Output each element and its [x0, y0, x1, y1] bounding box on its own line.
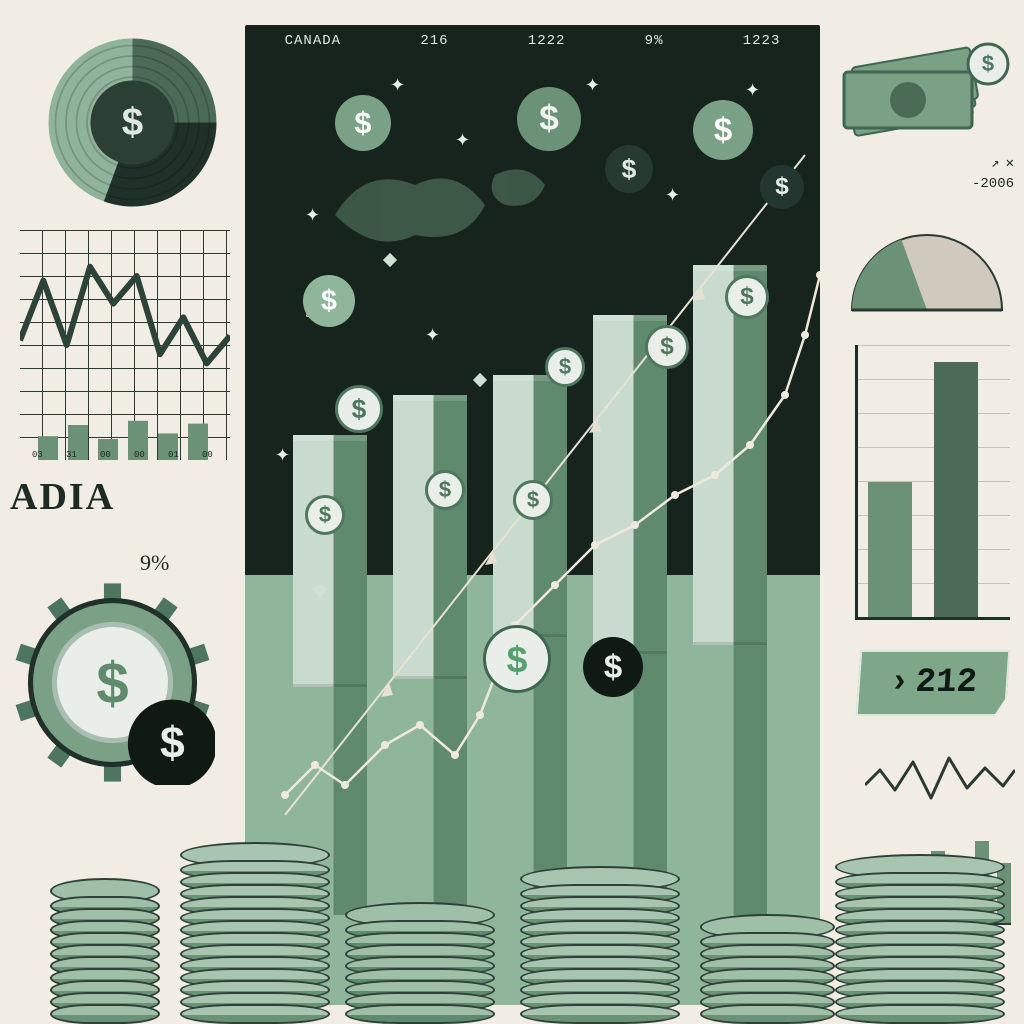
coin-stack [700, 928, 835, 1024]
mini-legend: ↗ ✕ -2006 [972, 155, 1014, 192]
svg-text:00: 00 [134, 450, 145, 460]
sparkle-icon: ✦ [665, 185, 680, 206]
pillar-bar [593, 315, 667, 915]
cash-stack-icon: $ [840, 30, 1010, 140]
sparkle-icon: ✦ [425, 325, 440, 346]
coin-stack [520, 880, 680, 1024]
top-labels-row: CANADA 216 1222 9% 1223 [245, 33, 820, 49]
semi-donut-chart [842, 215, 1012, 315]
sparkle-icon: ✦ [305, 205, 320, 226]
dollar-coin-icon: $ [583, 637, 643, 697]
dollar-coin-icon: $ [693, 100, 753, 160]
coin-stack [180, 856, 330, 1024]
badge-value: 212 [914, 664, 978, 702]
dollar-coin-icon: $ [483, 625, 551, 693]
dollar-coin-icon: $ [335, 95, 391, 151]
dollar-coin-icon: $ [303, 275, 355, 327]
top-label: 1222 [528, 33, 566, 49]
two-bar-chart [855, 345, 1010, 620]
svg-text:$: $ [96, 651, 128, 716]
mini-bar [934, 362, 978, 617]
dollar-coin-icon: $ [645, 325, 689, 369]
top-label: CANADA [285, 33, 341, 49]
pillar-bar [693, 265, 767, 915]
svg-text:$: $ [160, 719, 185, 768]
infographic-canvas: $ 033100000100 ADIA 9% 9% $$ CANADA21612… [0, 0, 1024, 1024]
diamond-icon [383, 253, 397, 267]
svg-text:01: 01 [168, 450, 179, 460]
mini-line-chart: 03 31 00 00 01 00 [20, 230, 230, 460]
top-label: 1223 [743, 33, 781, 49]
dollar-coin-icon: $ [425, 470, 465, 510]
legend-x-icon: ✕ [1006, 155, 1014, 172]
svg-text:00: 00 [202, 450, 213, 460]
svg-text:$: $ [122, 101, 143, 144]
sparkle-icon: ✦ [585, 75, 600, 96]
svg-text:03: 03 [32, 450, 43, 460]
svg-text:31: 31 [66, 450, 77, 460]
dollar-coin-icon: $ [513, 480, 553, 520]
dollar-coin-icon: $ [725, 275, 769, 319]
svg-text:00: 00 [100, 450, 111, 460]
diamond-icon [473, 373, 487, 387]
value-badge: › 212 [856, 650, 1011, 716]
mini-bar [868, 482, 912, 617]
sparkle-icon: ✦ [275, 445, 290, 466]
coin-stack [345, 916, 495, 1024]
adia-heading: ADIA [10, 475, 115, 519]
legend-value: -2006 [972, 176, 1014, 192]
center-growth-panel: CANADA21612229%1223 99% $$$$$$$$$$$$$$$ … [245, 25, 820, 1005]
sparkle-icon: ✦ [745, 80, 760, 101]
dollar-coin-icon: $ [305, 495, 345, 535]
dollar-coin-icon: $ [517, 87, 581, 151]
pie-record-icon: $ [45, 35, 220, 210]
gear-coin-icon: $$ [10, 580, 215, 790]
sparkline-chart [865, 740, 1015, 820]
dollar-coin-icon: $ [545, 347, 585, 387]
sparkle-icon: ✦ [390, 75, 405, 96]
dollar-coin-icon: $ [760, 165, 804, 209]
dollar-coin-icon: $ [335, 385, 383, 433]
coin-stack [835, 868, 1005, 1024]
dollar-coin-icon: $ [605, 145, 653, 193]
legend-arrow-icon: ↗ [991, 155, 999, 172]
svg-text:$: $ [982, 51, 994, 76]
coin-stack [50, 892, 160, 1024]
sparkle-icon: ✦ [455, 130, 470, 151]
top-label: 9% [645, 33, 664, 49]
top-label: 216 [420, 33, 448, 49]
badge-arrow-icon: › [888, 664, 911, 702]
percent-label-a: 9% [140, 550, 169, 576]
